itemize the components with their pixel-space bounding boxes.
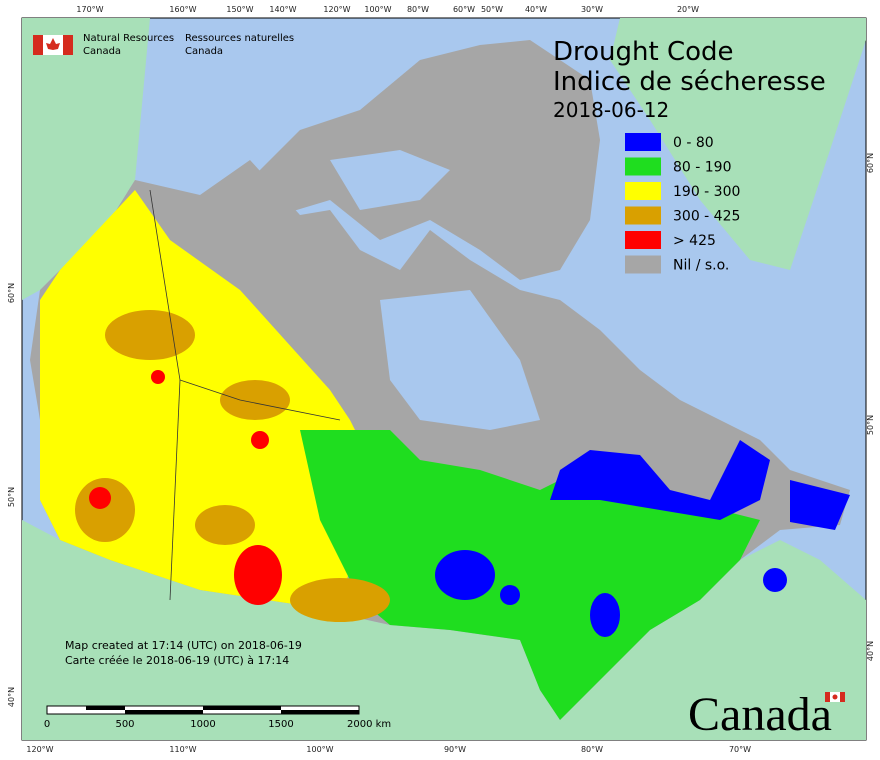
- graticule-labels: 170°W 160°W 150°W 140°W 120°W 100°W 80°W 60°W 50…: [7, 5, 875, 754]
- graticule-label: 110°W: [169, 745, 196, 754]
- scale-bar: [46, 705, 360, 715]
- legend-swatch: [625, 255, 661, 274]
- scale-label: 1500: [268, 719, 293, 730]
- borders: [169, 379, 181, 601]
- graticule-label: 60°W: [453, 5, 475, 14]
- graticule-label: 40°N: [866, 641, 875, 661]
- graticule-label: 60°N: [7, 283, 16, 303]
- zone-orange: [75, 478, 135, 542]
- header-text: Canada: [185, 46, 223, 57]
- zone-blue: [590, 593, 620, 637]
- legend: 0 - 80 80 - 190 190 - 300 300 - 425 > 425 Nil…: [625, 133, 740, 274]
- legend-swatch: [625, 206, 661, 225]
- graticule-label: 80°W: [407, 5, 429, 14]
- alaska: [22, 18, 150, 300]
- graticule-label: 50°N: [866, 415, 875, 435]
- graticule-label: 70°W: [729, 745, 751, 754]
- legend-swatch: [625, 133, 661, 151]
- zone-red: [89, 487, 111, 509]
- zone-blue: [763, 568, 787, 592]
- graticule-label: 20°W: [677, 5, 699, 14]
- scale-label: 2000 km: [347, 719, 391, 730]
- graticule-label: 170°W: [76, 5, 103, 14]
- graticule-label: 160°W: [169, 5, 196, 14]
- legend-label: Nil / s.o.: [673, 258, 729, 274]
- header-text: Natural Resources: [83, 33, 174, 44]
- zone-orange: [105, 310, 195, 360]
- hudson-bay: [380, 290, 540, 430]
- zone-blue: [435, 550, 495, 600]
- legend-swatch: [625, 157, 661, 176]
- legend-swatch: [625, 231, 661, 249]
- scale-label: 1000: [190, 719, 215, 730]
- channel: [330, 150, 450, 210]
- borders: [149, 189, 341, 421]
- graticule-label: 80°W: [581, 745, 603, 754]
- legend-label: 300 - 425: [673, 209, 740, 225]
- legend-label: > 425: [673, 233, 716, 249]
- graticule-label: 100°W: [364, 5, 391, 14]
- graticule-label: 60°N: [866, 153, 875, 173]
- zone-red: [151, 370, 165, 384]
- graticule-label: 140°W: [269, 5, 296, 14]
- date: 2018-06-12: [553, 98, 669, 122]
- wordmark: Canada: [688, 688, 832, 741]
- zone-orange: [195, 505, 255, 545]
- legend-label: 190 - 300: [673, 184, 740, 200]
- legend-label: 80 - 190: [673, 160, 732, 176]
- zone-orange: [290, 578, 390, 622]
- scale-label: 0: [44, 719, 50, 730]
- graticule-label: 40°W: [525, 5, 547, 14]
- header-text: Ressources naturelles: [185, 33, 294, 44]
- usa: [22, 520, 866, 740]
- scale-labels: 0 500 1000 1500 2000 km: [44, 719, 391, 730]
- graticule-label: 150°W: [226, 5, 253, 14]
- nrcan-flag: [33, 35, 73, 55]
- header-text: Canada: [83, 46, 121, 57]
- wordmark-flag: [825, 692, 845, 702]
- graticule-label: 40°N: [7, 687, 16, 707]
- zone-red: [251, 431, 269, 449]
- legend-swatch: [625, 182, 661, 200]
- graticule-label: 120°W: [26, 745, 53, 754]
- greenland: [610, 18, 866, 270]
- zone-blue: [500, 585, 520, 605]
- zone-orange: [220, 380, 290, 420]
- graticule-label: 30°W: [581, 5, 603, 14]
- title: Indice de sécheresse: [553, 67, 826, 97]
- legend-label: 0 - 80: [673, 135, 714, 151]
- graticule-label: 100°W: [306, 745, 333, 754]
- graticule-label: 50°W: [481, 5, 503, 14]
- title: Drought Code: [553, 37, 734, 67]
- credit: Carte créée le 2018-06-19 (UTC) à 17:14: [65, 654, 289, 667]
- drought: [40, 190, 850, 720]
- graticule-label: 120°W: [323, 5, 350, 14]
- graticule-label: 50°N: [7, 487, 16, 507]
- credit: Map created at 17:14 (UTC) on 2018-06-19: [65, 639, 302, 652]
- scale-label: 500: [115, 719, 134, 730]
- zone-blue: [550, 440, 770, 520]
- zone-blue: [790, 480, 850, 530]
- zone-red: [234, 545, 282, 605]
- graticule-label: 90°W: [444, 745, 466, 754]
